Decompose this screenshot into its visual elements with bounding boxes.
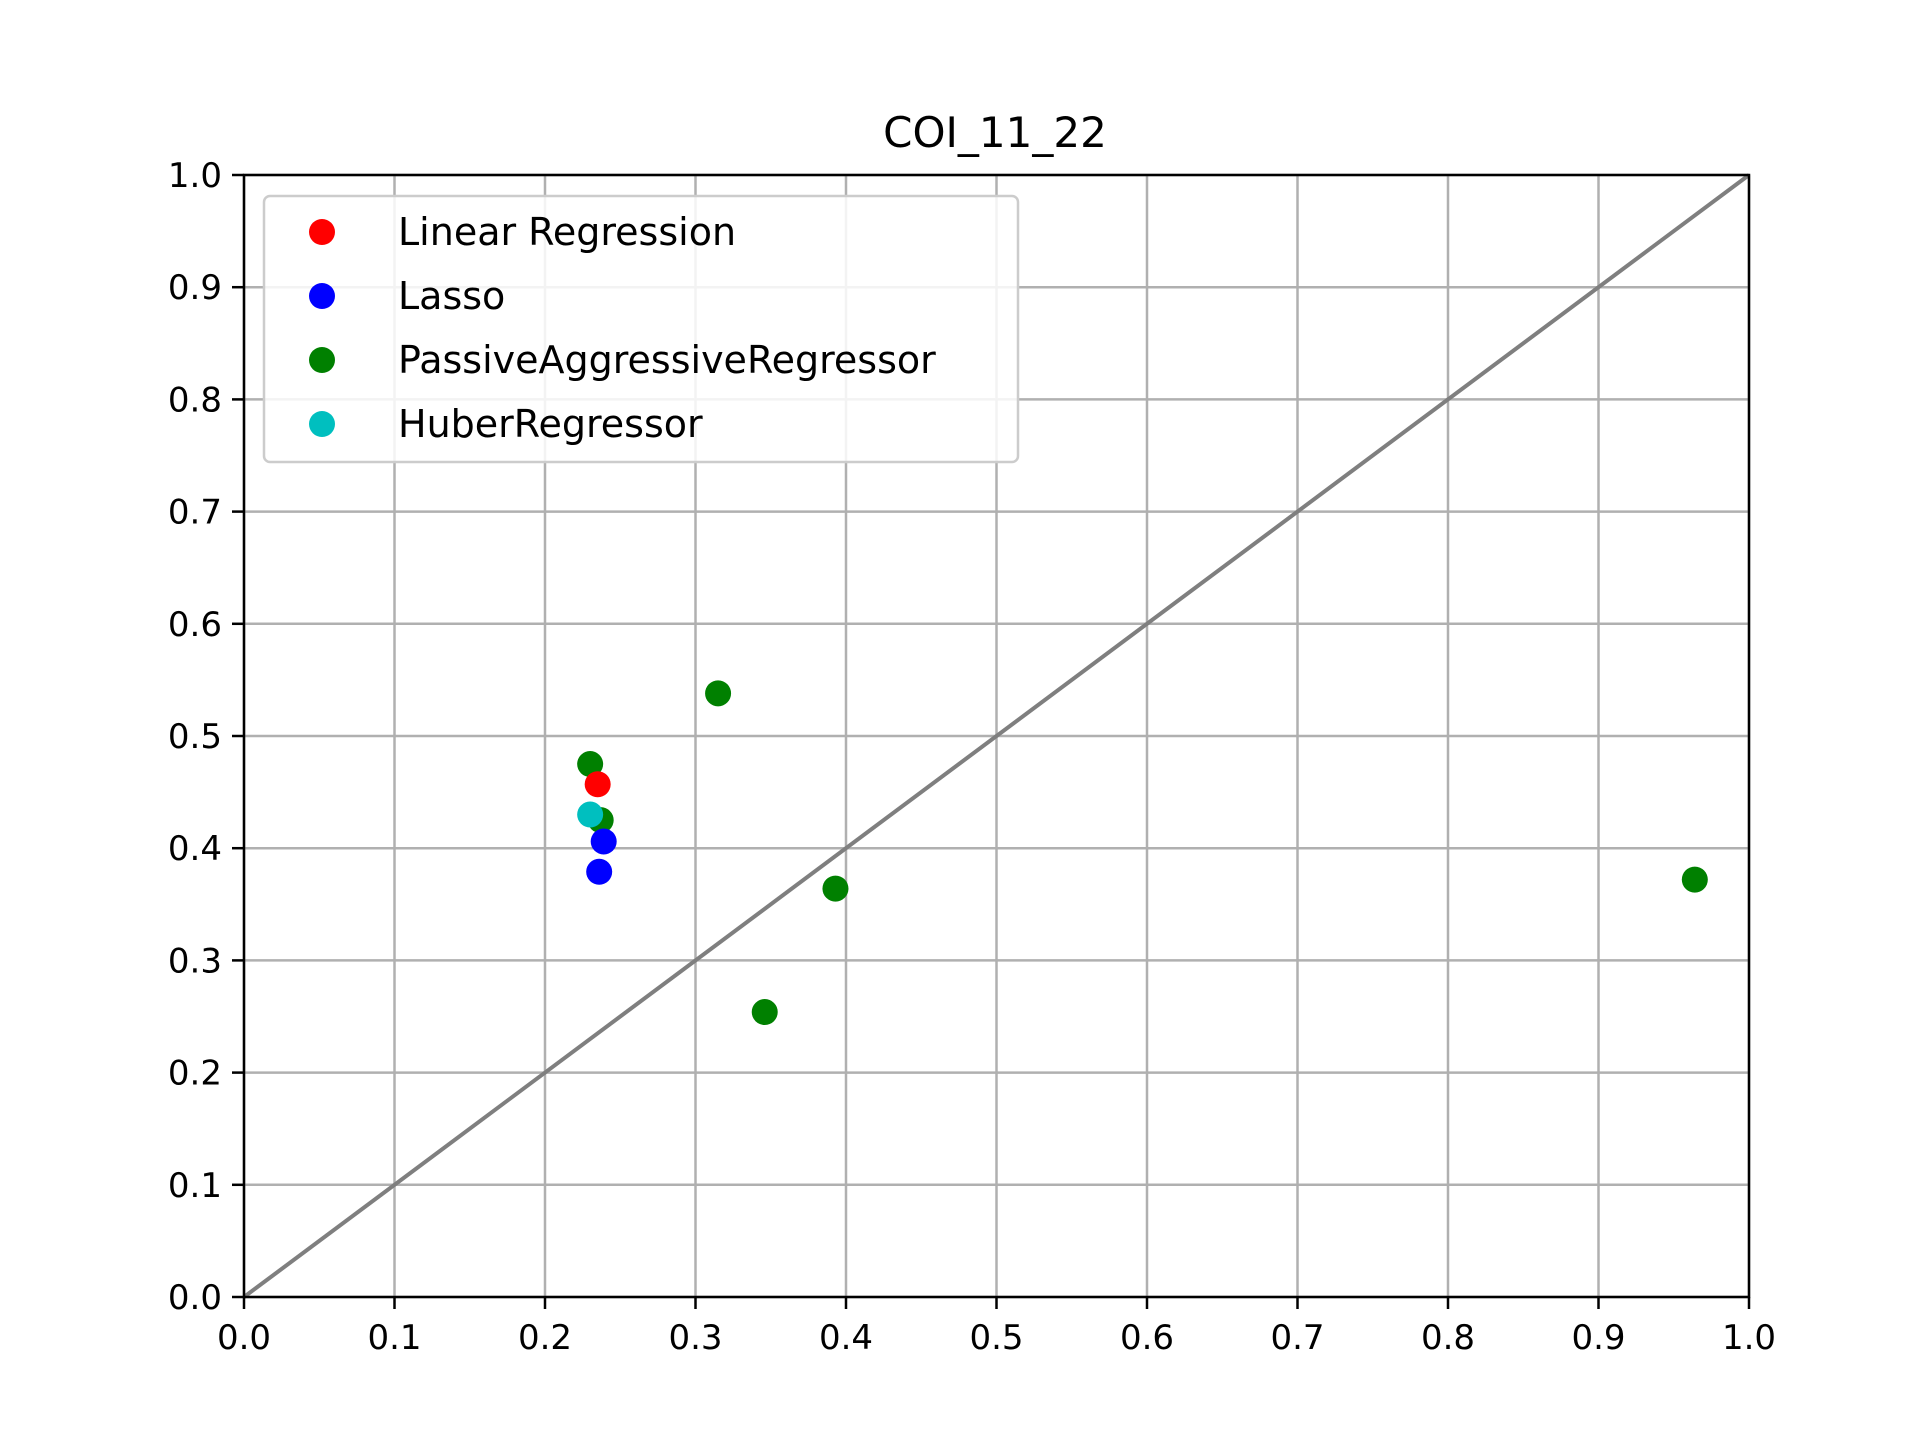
data-point [705, 680, 732, 707]
reference-line [242, 173, 1751, 1299]
x-axis-ticks: 0.0 0.1 0.2 0.3 0.4 0.5 0.6 0.7 0.8 0.9 1.0 [217, 1297, 1776, 1358]
x-tick-label: 0.0 [217, 1318, 271, 1358]
x-tick-label: 0.1 [367, 1318, 421, 1358]
y-axis-ticks: 0.0 0.1 0.2 0.3 0.4 0.5 0.6 0.7 0.8 0.9 1.0 [168, 156, 244, 1318]
identity-line [242, 173, 1751, 1299]
legend-label: PassiveAggressiveRegressor [398, 338, 936, 382]
y-tick-label: 0.4 [168, 829, 222, 869]
y-tick-label: 0.3 [168, 941, 222, 981]
legend-label: Linear Regression [398, 210, 736, 254]
x-tick-label: 0.2 [518, 1318, 572, 1358]
y-tick-label: 0.1 [168, 1166, 222, 1206]
legend-box [262, 194, 1020, 464]
y-tick-label: 0.0 [168, 1278, 222, 1318]
y-tick-label: 0.7 [168, 493, 222, 533]
y-tick-label: 1.0 [168, 156, 222, 196]
x-tick-label: 0.8 [1421, 1318, 1475, 1358]
data-point [577, 751, 604, 778]
legend-label: HuberRegressor [398, 402, 703, 446]
y-tick-label: 0.9 [168, 268, 222, 308]
data-point [577, 801, 604, 828]
x-tick-label: 0.5 [969, 1318, 1023, 1358]
legend-marker [309, 347, 335, 373]
data-point [590, 828, 617, 855]
y-tick-label: 0.6 [168, 605, 222, 645]
legend-marker [309, 283, 335, 309]
data-point [822, 875, 849, 902]
y-tick-label: 0.8 [168, 380, 222, 420]
data-point [584, 771, 611, 798]
legend: Linear Regression Lasso PassiveAggressiveR… [262, 194, 1020, 464]
chart-title: COI_11_22 [883, 108, 1107, 157]
x-tick-label: 0.3 [668, 1318, 722, 1358]
data-point [586, 858, 613, 885]
y-tick-label: 0.5 [168, 717, 222, 757]
data-point [1681, 866, 1708, 893]
x-tick-label: 0.7 [1270, 1318, 1324, 1358]
x-tick-label: 0.9 [1571, 1318, 1625, 1358]
data-points [577, 680, 1708, 1026]
legend-marker [309, 219, 335, 245]
x-tick-label: 1.0 [1722, 1318, 1776, 1358]
y-tick-label: 0.2 [168, 1054, 222, 1094]
data-point [751, 999, 778, 1026]
x-tick-label: 0.6 [1120, 1318, 1174, 1358]
legend-marker [309, 411, 335, 437]
x-tick-label: 0.4 [819, 1318, 873, 1358]
legend-label: Lasso [398, 274, 505, 318]
